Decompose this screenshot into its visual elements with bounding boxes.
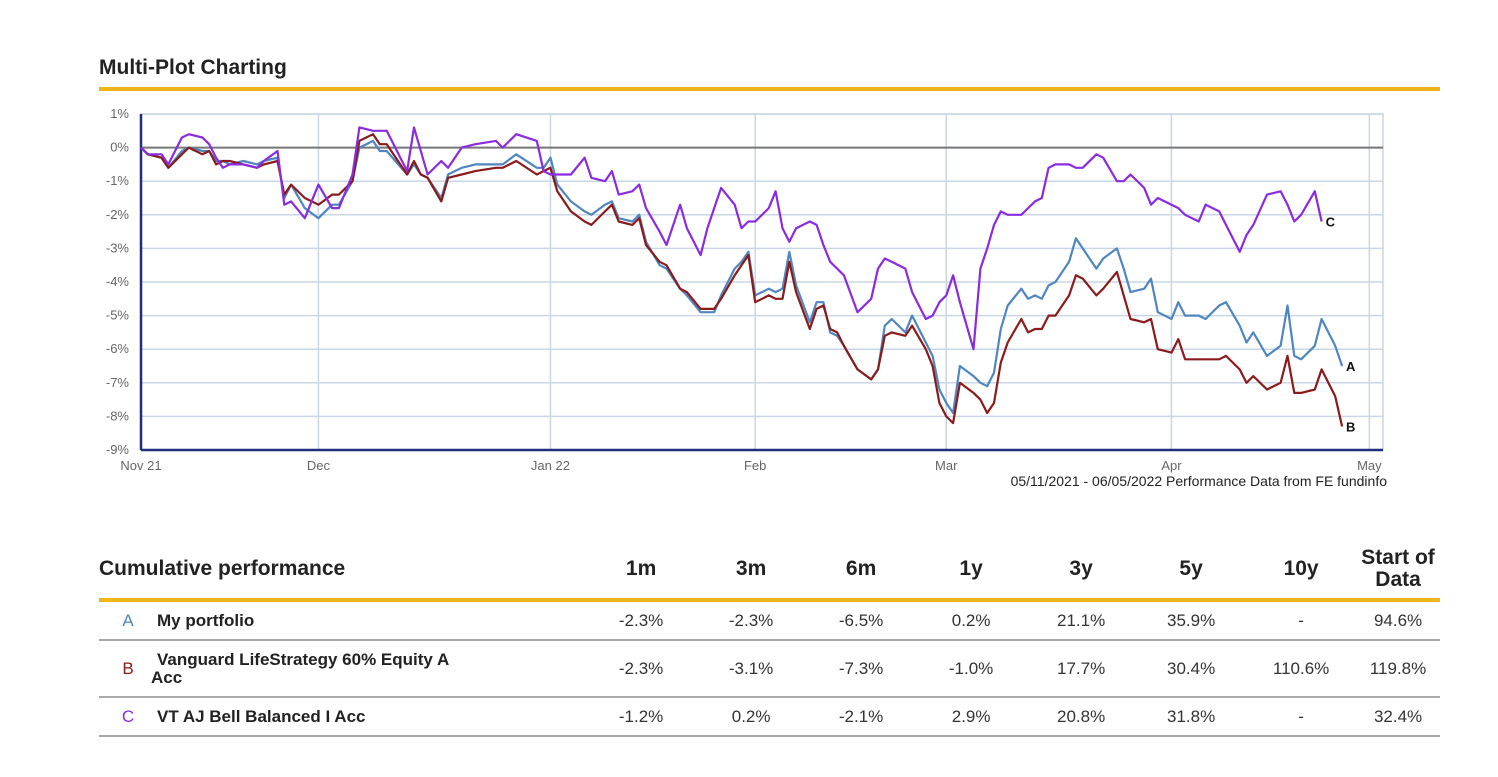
performance-chart: 1% 0% -1% -2% -3% -4% -5% -6% -7% -8% -9% Nov 21 De… (106, 106, 1388, 489)
x-axis-ticks: Nov 21 Dec Jan 22 Feb Mar Apr May (120, 458, 1382, 473)
y-tick-label: -3% (106, 240, 130, 255)
y-tick-label: -5% (106, 308, 130, 323)
value-1y: -1.0% (916, 640, 1027, 698)
series-letter: A (99, 600, 157, 641)
value-3y: 17.7% (1026, 640, 1137, 698)
x-tick-label: Mar (935, 458, 958, 473)
fund-name-line1: Vanguard LifeStrategy 60% Equity A (157, 649, 450, 669)
value-5y: 31.8% (1136, 697, 1247, 737)
fund-name: My portfolio (157, 600, 587, 641)
value-3y: 20.8% (1026, 697, 1137, 737)
chart-series (140, 126, 1344, 427)
page-title: Multi-Plot Charting (99, 56, 287, 79)
column-header-1m: 1m (586, 540, 697, 602)
table-header-row: Cumulative performance 1m 3m 6m 1y 3y 5y… (99, 540, 1440, 602)
value-start-of-data: 32.4% (1356, 697, 1440, 737)
y-tick-label: -9% (106, 442, 130, 457)
y-tick-label: -6% (106, 341, 130, 356)
column-header-3m: 3m (696, 540, 807, 602)
value-1m: -2.3% (586, 600, 697, 641)
title-divider (99, 87, 1440, 91)
cumulative-performance-table: Cumulative performance 1m 3m 6m 1y 3y 5y… (99, 540, 1440, 737)
value-3y: 21.1% (1026, 600, 1137, 641)
chart-grid (139, 113, 1384, 452)
column-header-3y: 3y (1026, 540, 1137, 602)
table-row: B Vanguard LifeStrategy 60% Equity A Acc… (99, 640, 1440, 698)
value-6m: -7.3% (806, 640, 917, 698)
value-3m: 0.2% (696, 697, 807, 737)
x-tick-label: May (1357, 458, 1382, 473)
table-row: A My portfolio -2.3% -2.3% -6.5% 0.2% 21… (99, 600, 1440, 641)
start-of-data-line1: Start of (1361, 546, 1435, 569)
value-1m: -1.2% (586, 697, 697, 737)
value-3m: -3.1% (696, 640, 807, 698)
series-letter: B (99, 640, 157, 698)
value-5y: 35.9% (1136, 600, 1247, 641)
value-1y: 2.9% (916, 697, 1027, 737)
chart-caption: 05/11/2021 - 06/05/2022 Performance Data… (1011, 473, 1388, 489)
column-header-start-of-data: Start of Data (1356, 540, 1440, 602)
value-10y: 110.6% (1246, 640, 1357, 698)
series-line-B (140, 133, 1344, 427)
fund-name: Vanguard LifeStrategy 60% Equity A Acc (151, 640, 587, 698)
y-axis-ticks: 1% 0% -1% -2% -3% -4% -5% -6% -7% -8% -9% (106, 106, 130, 457)
fund-name-line2: Acc (151, 667, 183, 687)
series-end-label-A: A (1346, 359, 1356, 374)
column-header-name: Cumulative performance (99, 540, 587, 602)
series-end-label-C: C (1326, 215, 1336, 230)
y-tick-label: -4% (106, 274, 130, 289)
y-tick-label: -7% (106, 375, 130, 390)
x-tick-label: Dec (307, 458, 331, 473)
start-of-data-line2: Data (1375, 568, 1421, 591)
column-header-6m: 6m (806, 540, 917, 602)
series-end-labels: A B C (1326, 215, 1356, 435)
table-row: C VT AJ Bell Balanced I Acc -1.2% 0.2% -… (99, 697, 1440, 737)
column-header-1y: 1y (916, 540, 1027, 602)
fund-name: VT AJ Bell Balanced I Acc (157, 697, 587, 737)
y-tick-label: -8% (106, 408, 130, 423)
series-end-label-B: B (1346, 419, 1355, 434)
value-1y: 0.2% (916, 600, 1027, 641)
value-3m: -2.3% (696, 600, 807, 641)
value-10y: - (1246, 697, 1357, 737)
y-tick-label: -2% (106, 207, 130, 222)
column-header-10y: 10y (1246, 540, 1357, 602)
series-letter: C (99, 697, 157, 737)
series-line-C (140, 126, 1323, 351)
value-start-of-data: 94.6% (1356, 600, 1440, 641)
value-5y: 30.4% (1136, 640, 1247, 698)
x-tick-label: Apr (1161, 458, 1182, 473)
x-tick-label: Nov 21 (120, 458, 161, 473)
value-6m: -6.5% (806, 600, 917, 641)
x-tick-label: Jan 22 (531, 458, 570, 473)
value-10y: - (1246, 600, 1357, 641)
x-tick-label: Feb (744, 458, 766, 473)
value-1m: -2.3% (586, 640, 697, 698)
column-header-5y: 5y (1136, 540, 1247, 602)
value-start-of-data: 119.8% (1356, 640, 1440, 698)
y-tick-label: 1% (110, 106, 129, 121)
value-6m: -2.1% (806, 697, 917, 737)
y-tick-label: 0% (110, 140, 129, 155)
y-tick-label: -1% (106, 173, 130, 188)
